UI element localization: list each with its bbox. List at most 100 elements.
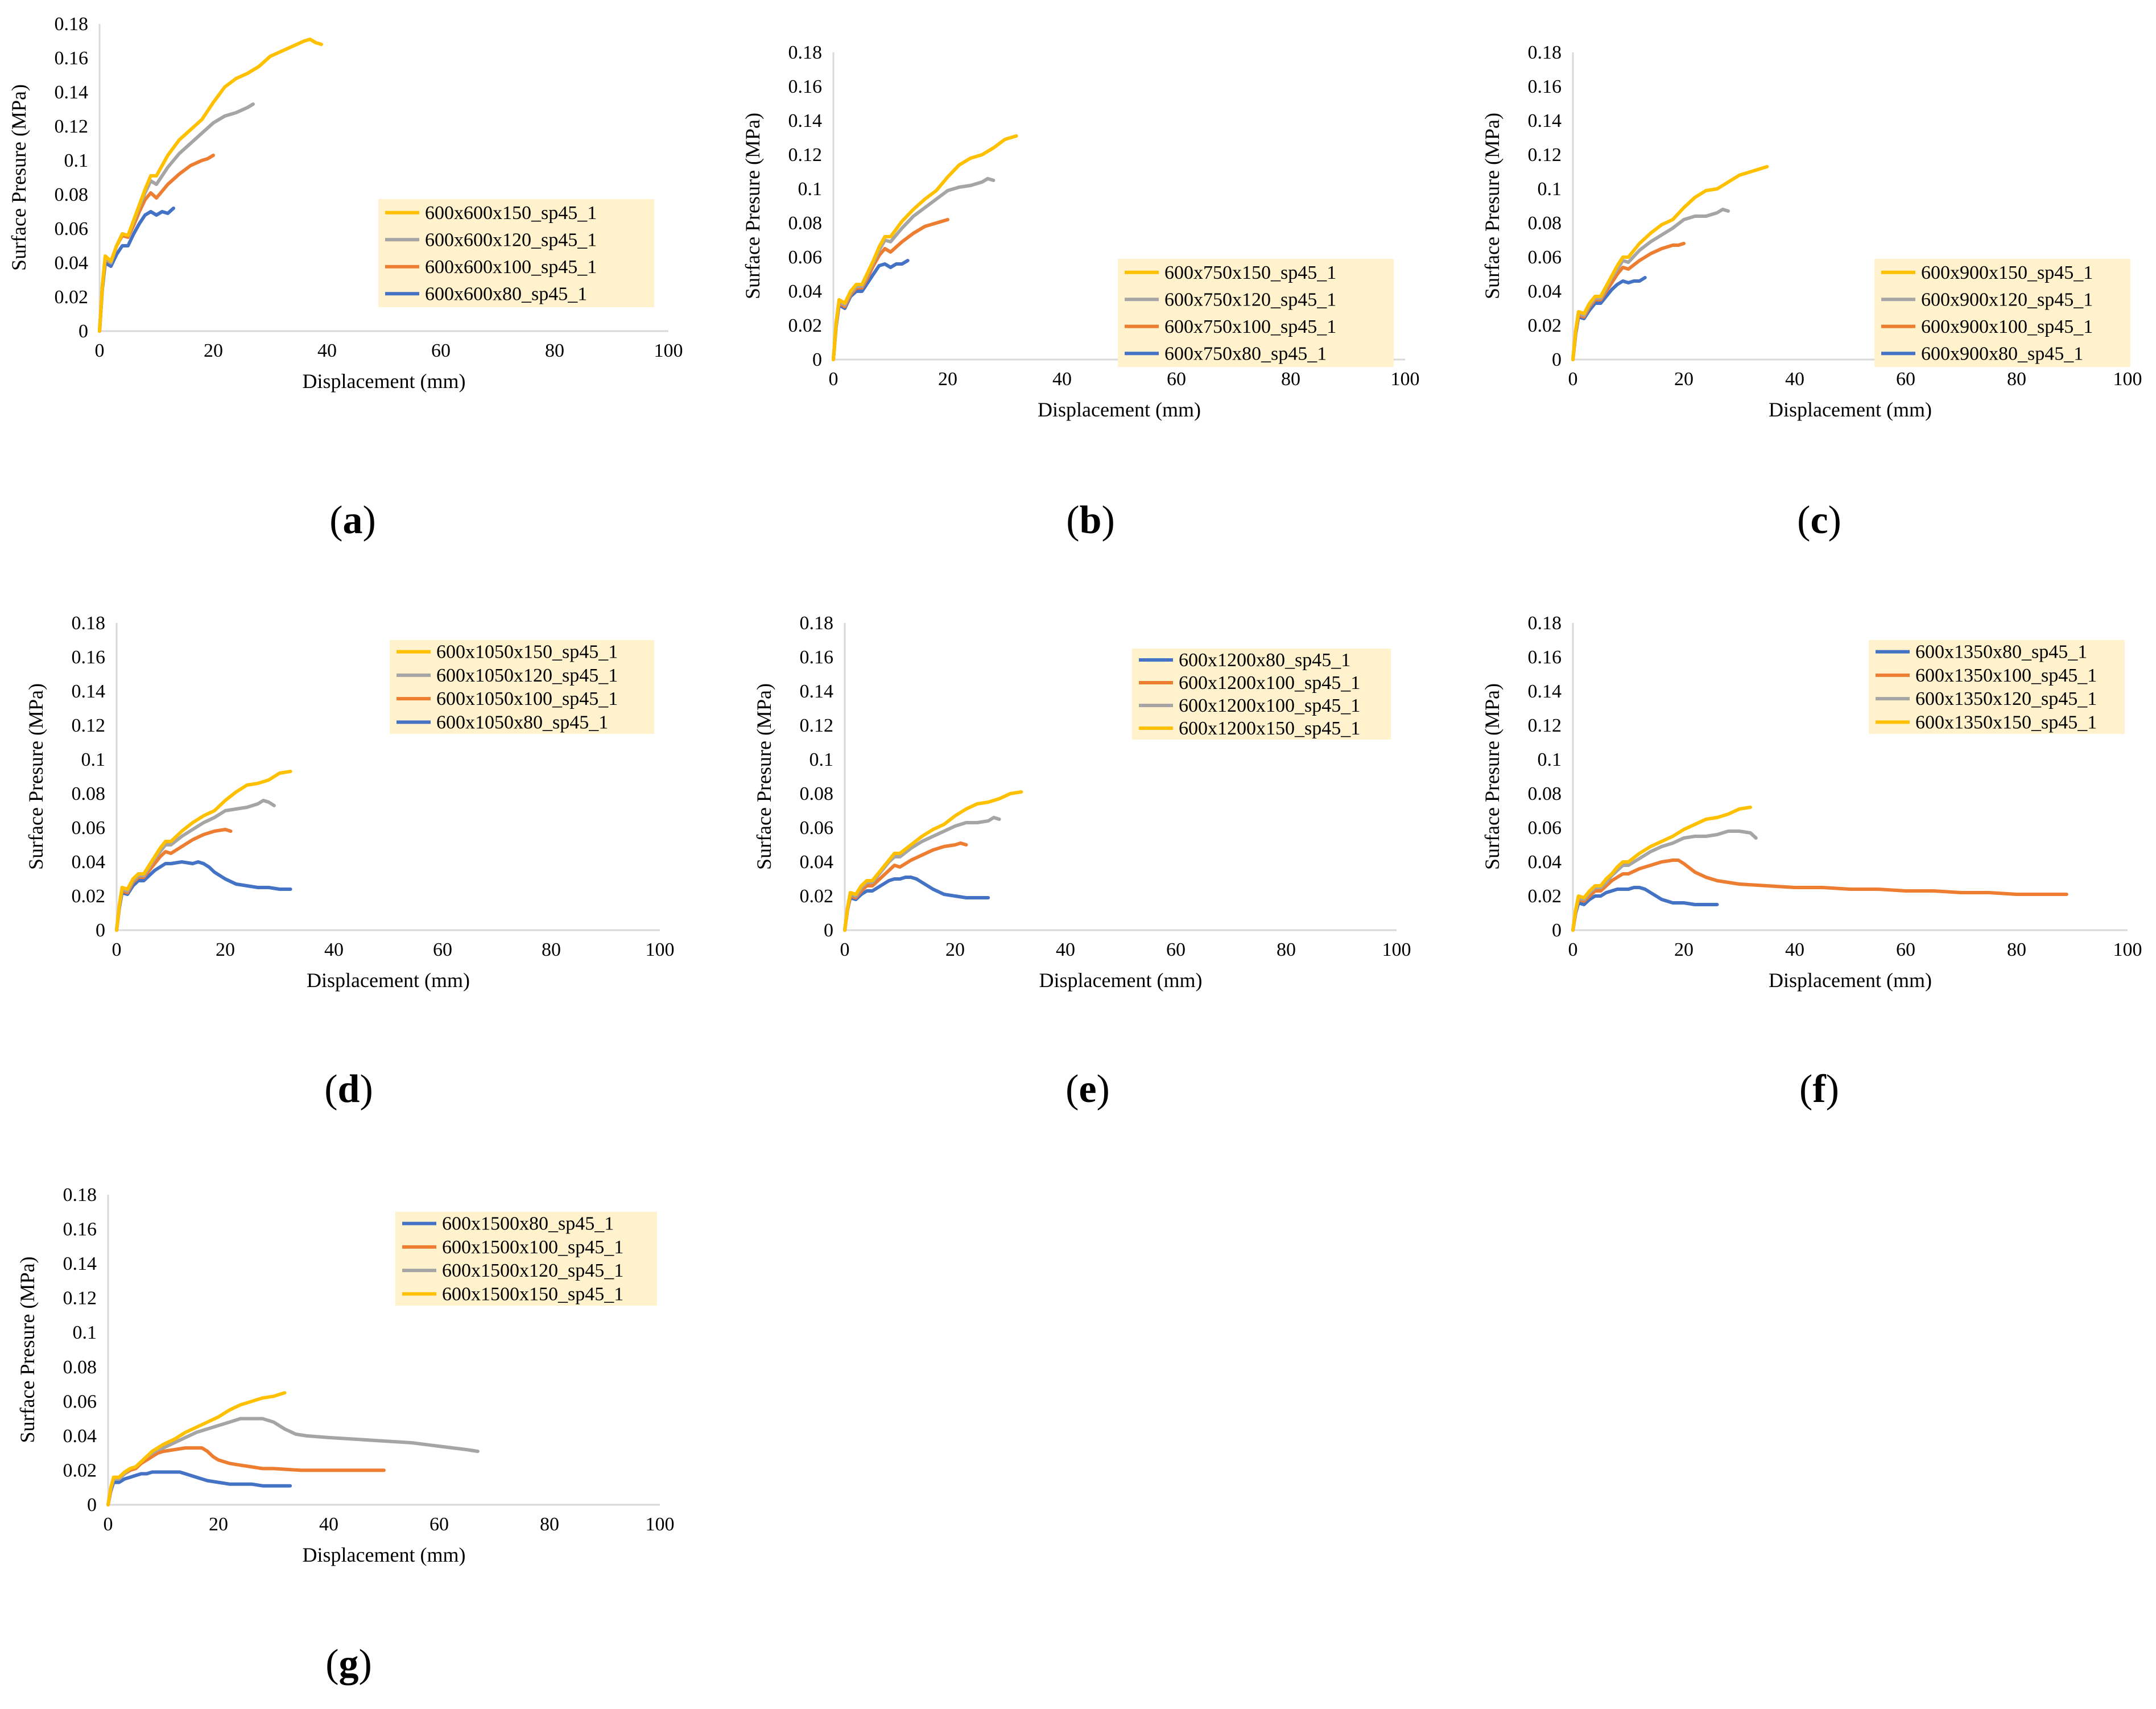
x-tick-label: 40 xyxy=(317,340,337,361)
panel-label-a: (a) xyxy=(329,498,376,542)
legend-entry: 600x1050x80_sp45_1 xyxy=(436,712,608,733)
y-tick-label: 0.02 xyxy=(800,886,834,907)
x-tick-label: 20 xyxy=(945,939,965,960)
x-tick-label: 80 xyxy=(1281,369,1300,390)
legend-entry: 600x1500x150_sp45_1 xyxy=(442,1283,623,1305)
y-tick-label: 0.1 xyxy=(81,749,106,770)
x-tick-label: 80 xyxy=(1277,939,1296,960)
y-tick-label: 0.02 xyxy=(1528,315,1562,336)
x-axis-label: Displacement (mm) xyxy=(1769,398,1932,421)
legend-box xyxy=(1118,259,1394,367)
y-axis-label: Surface Presure (MPa) xyxy=(741,113,764,299)
x-tick-label: 80 xyxy=(2007,369,2026,390)
y-tick-label: 0.08 xyxy=(788,213,823,234)
y-tick-label: 0.06 xyxy=(1528,818,1562,839)
y-tick-label: 0.04 xyxy=(55,253,89,274)
x-tick-label: 40 xyxy=(324,939,344,960)
chart-d: 0 0.02 0.04 0.06 0.08 0.1 0.12 0.14 0.16 0.18 0 20 4… xyxy=(24,613,675,992)
chart-g: 0 0.02 0.04 0.06 0.08 0.1 0.12 0.14 0.16 0.18 0 20 4… xyxy=(16,1184,675,1566)
y-tick-label: 0.1 xyxy=(73,1322,97,1343)
y-tick-label: 0.1 xyxy=(1538,749,1562,770)
x-tick-label: 0 xyxy=(1568,939,1578,960)
x-tick-label: 40 xyxy=(319,1514,338,1535)
series-line-80 xyxy=(1571,886,1719,932)
y-tick-label: 0.06 xyxy=(55,218,89,240)
chart-c: 0 0.02 0.04 0.06 0.08 0.1 0.12 0.14 0.16 0.18 0 20 4… xyxy=(1481,42,2142,421)
y-tick-label: 0.16 xyxy=(1528,76,1562,97)
chart-a: 0 0.02 0.04 0.06 0.08 0.1 0.12 0.14 0.16 0.18 0 20 4… xyxy=(7,14,683,393)
y-axis-label: Surface Presure (MPa) xyxy=(753,683,775,870)
legend-box xyxy=(1874,259,2130,367)
x-axis-label: Displacement (mm) xyxy=(1769,969,1932,992)
legend-entry: 600x750x80_sp45_1 xyxy=(1164,343,1327,364)
y-axis-label: Surface Presure (MPa) xyxy=(7,84,30,271)
y-tick-label: 0.16 xyxy=(72,647,106,668)
y-tick-label: 0.08 xyxy=(63,1357,97,1378)
series-line-120 xyxy=(106,1417,480,1506)
y-tick-label: 0.12 xyxy=(1528,715,1562,736)
x-tick-label: 100 xyxy=(2113,939,2142,960)
y-tick-label: 0 xyxy=(1552,349,1562,370)
y-tick-label: 0.18 xyxy=(1528,613,1562,634)
legend-entry: 600x1500x100_sp45_1 xyxy=(442,1237,623,1258)
x-tick-label: 0 xyxy=(1568,369,1578,390)
x-tick-label: 40 xyxy=(1785,369,1804,390)
chart-b: 0 0.02 0.04 0.06 0.08 0.1 0.12 0.14 0.16 0.18 0 20 4… xyxy=(741,42,1420,421)
x-tick-label: 20 xyxy=(216,939,235,960)
y-tick-label: 0 xyxy=(96,920,105,941)
series-line-150 xyxy=(1571,165,1769,361)
y-tick-label: 0.12 xyxy=(55,116,89,137)
y-tick-label: 0.12 xyxy=(788,145,823,166)
x-axis-label: Displacement (mm) xyxy=(307,969,470,992)
legend-entry: 600x1500x120_sp45_1 xyxy=(442,1260,623,1281)
y-tick-label: 0.16 xyxy=(63,1219,97,1240)
y-tick-label: 0 xyxy=(87,1495,97,1516)
legend-entry: 600x750x100_sp45_1 xyxy=(1164,316,1336,337)
legend-entry: 600x1350x100_sp45_1 xyxy=(1915,665,2097,686)
legend-box xyxy=(378,199,654,307)
y-tick-label: 0.08 xyxy=(55,184,89,205)
legend-entry: 600x1350x120_sp45_1 xyxy=(1915,688,2097,709)
y-tick-label: 0.18 xyxy=(72,613,106,634)
y-tick-label: 0.14 xyxy=(63,1253,97,1274)
legend-entry: 600x1050x100_sp45_1 xyxy=(436,688,618,709)
y-tick-label: 0.06 xyxy=(72,818,106,839)
panel-label-e: (e) xyxy=(1065,1067,1110,1111)
x-axis-label: Displacement (mm) xyxy=(303,1543,466,1566)
legend-entry: 600x900x100_sp45_1 xyxy=(1921,316,2093,337)
x-tick-label: 100 xyxy=(646,939,675,960)
series-line-120 xyxy=(98,102,255,333)
x-tick-label: 100 xyxy=(1391,369,1420,390)
legend-entry: 600x1200x100_sp45_1 xyxy=(1179,695,1360,716)
y-tick-label: 0.16 xyxy=(788,76,823,97)
y-tick-label: 0.14 xyxy=(800,681,834,702)
x-tick-label: 0 xyxy=(829,369,839,390)
y-tick-label: 0.1 xyxy=(809,749,834,770)
x-axis-label: Displacement (mm) xyxy=(1038,398,1201,421)
legend-entry: 600x1200x80_sp45_1 xyxy=(1179,650,1350,671)
y-tick-label: 0.02 xyxy=(72,886,106,907)
legend-entry: 600x1200x150_sp45_1 xyxy=(1179,718,1360,739)
y-tick-label: 0.18 xyxy=(1528,42,1562,63)
legend-box xyxy=(390,640,654,734)
panel-label-b: (b) xyxy=(1066,498,1115,542)
y-tick-label: 0 xyxy=(1552,920,1562,941)
x-tick-label: 20 xyxy=(1674,939,1694,960)
y-tick-label: 0 xyxy=(79,321,88,342)
y-tick-label: 0.04 xyxy=(800,852,834,873)
x-tick-label: 20 xyxy=(204,340,223,361)
x-tick-label: 20 xyxy=(209,1514,228,1535)
x-tick-label: 60 xyxy=(1166,939,1186,960)
x-tick-label: 80 xyxy=(545,340,564,361)
x-tick-label: 0 xyxy=(95,340,105,361)
x-tick-label: 60 xyxy=(1896,939,1915,960)
y-tick-label: 0.18 xyxy=(800,613,834,634)
x-tick-label: 40 xyxy=(1052,369,1072,390)
legend-entry: 600x900x80_sp45_1 xyxy=(1921,343,2083,364)
panel-label-c: (c) xyxy=(1797,498,1841,542)
legend-entry: 600x900x150_sp45_1 xyxy=(1921,262,2093,283)
y-tick-label: 0.18 xyxy=(788,42,823,63)
x-tick-label: 20 xyxy=(938,369,957,390)
x-axis-label: Displacement (mm) xyxy=(1039,969,1203,992)
x-tick-label: 20 xyxy=(1674,369,1694,390)
